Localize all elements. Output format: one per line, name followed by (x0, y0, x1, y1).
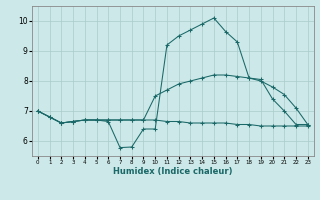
X-axis label: Humidex (Indice chaleur): Humidex (Indice chaleur) (113, 167, 233, 176)
